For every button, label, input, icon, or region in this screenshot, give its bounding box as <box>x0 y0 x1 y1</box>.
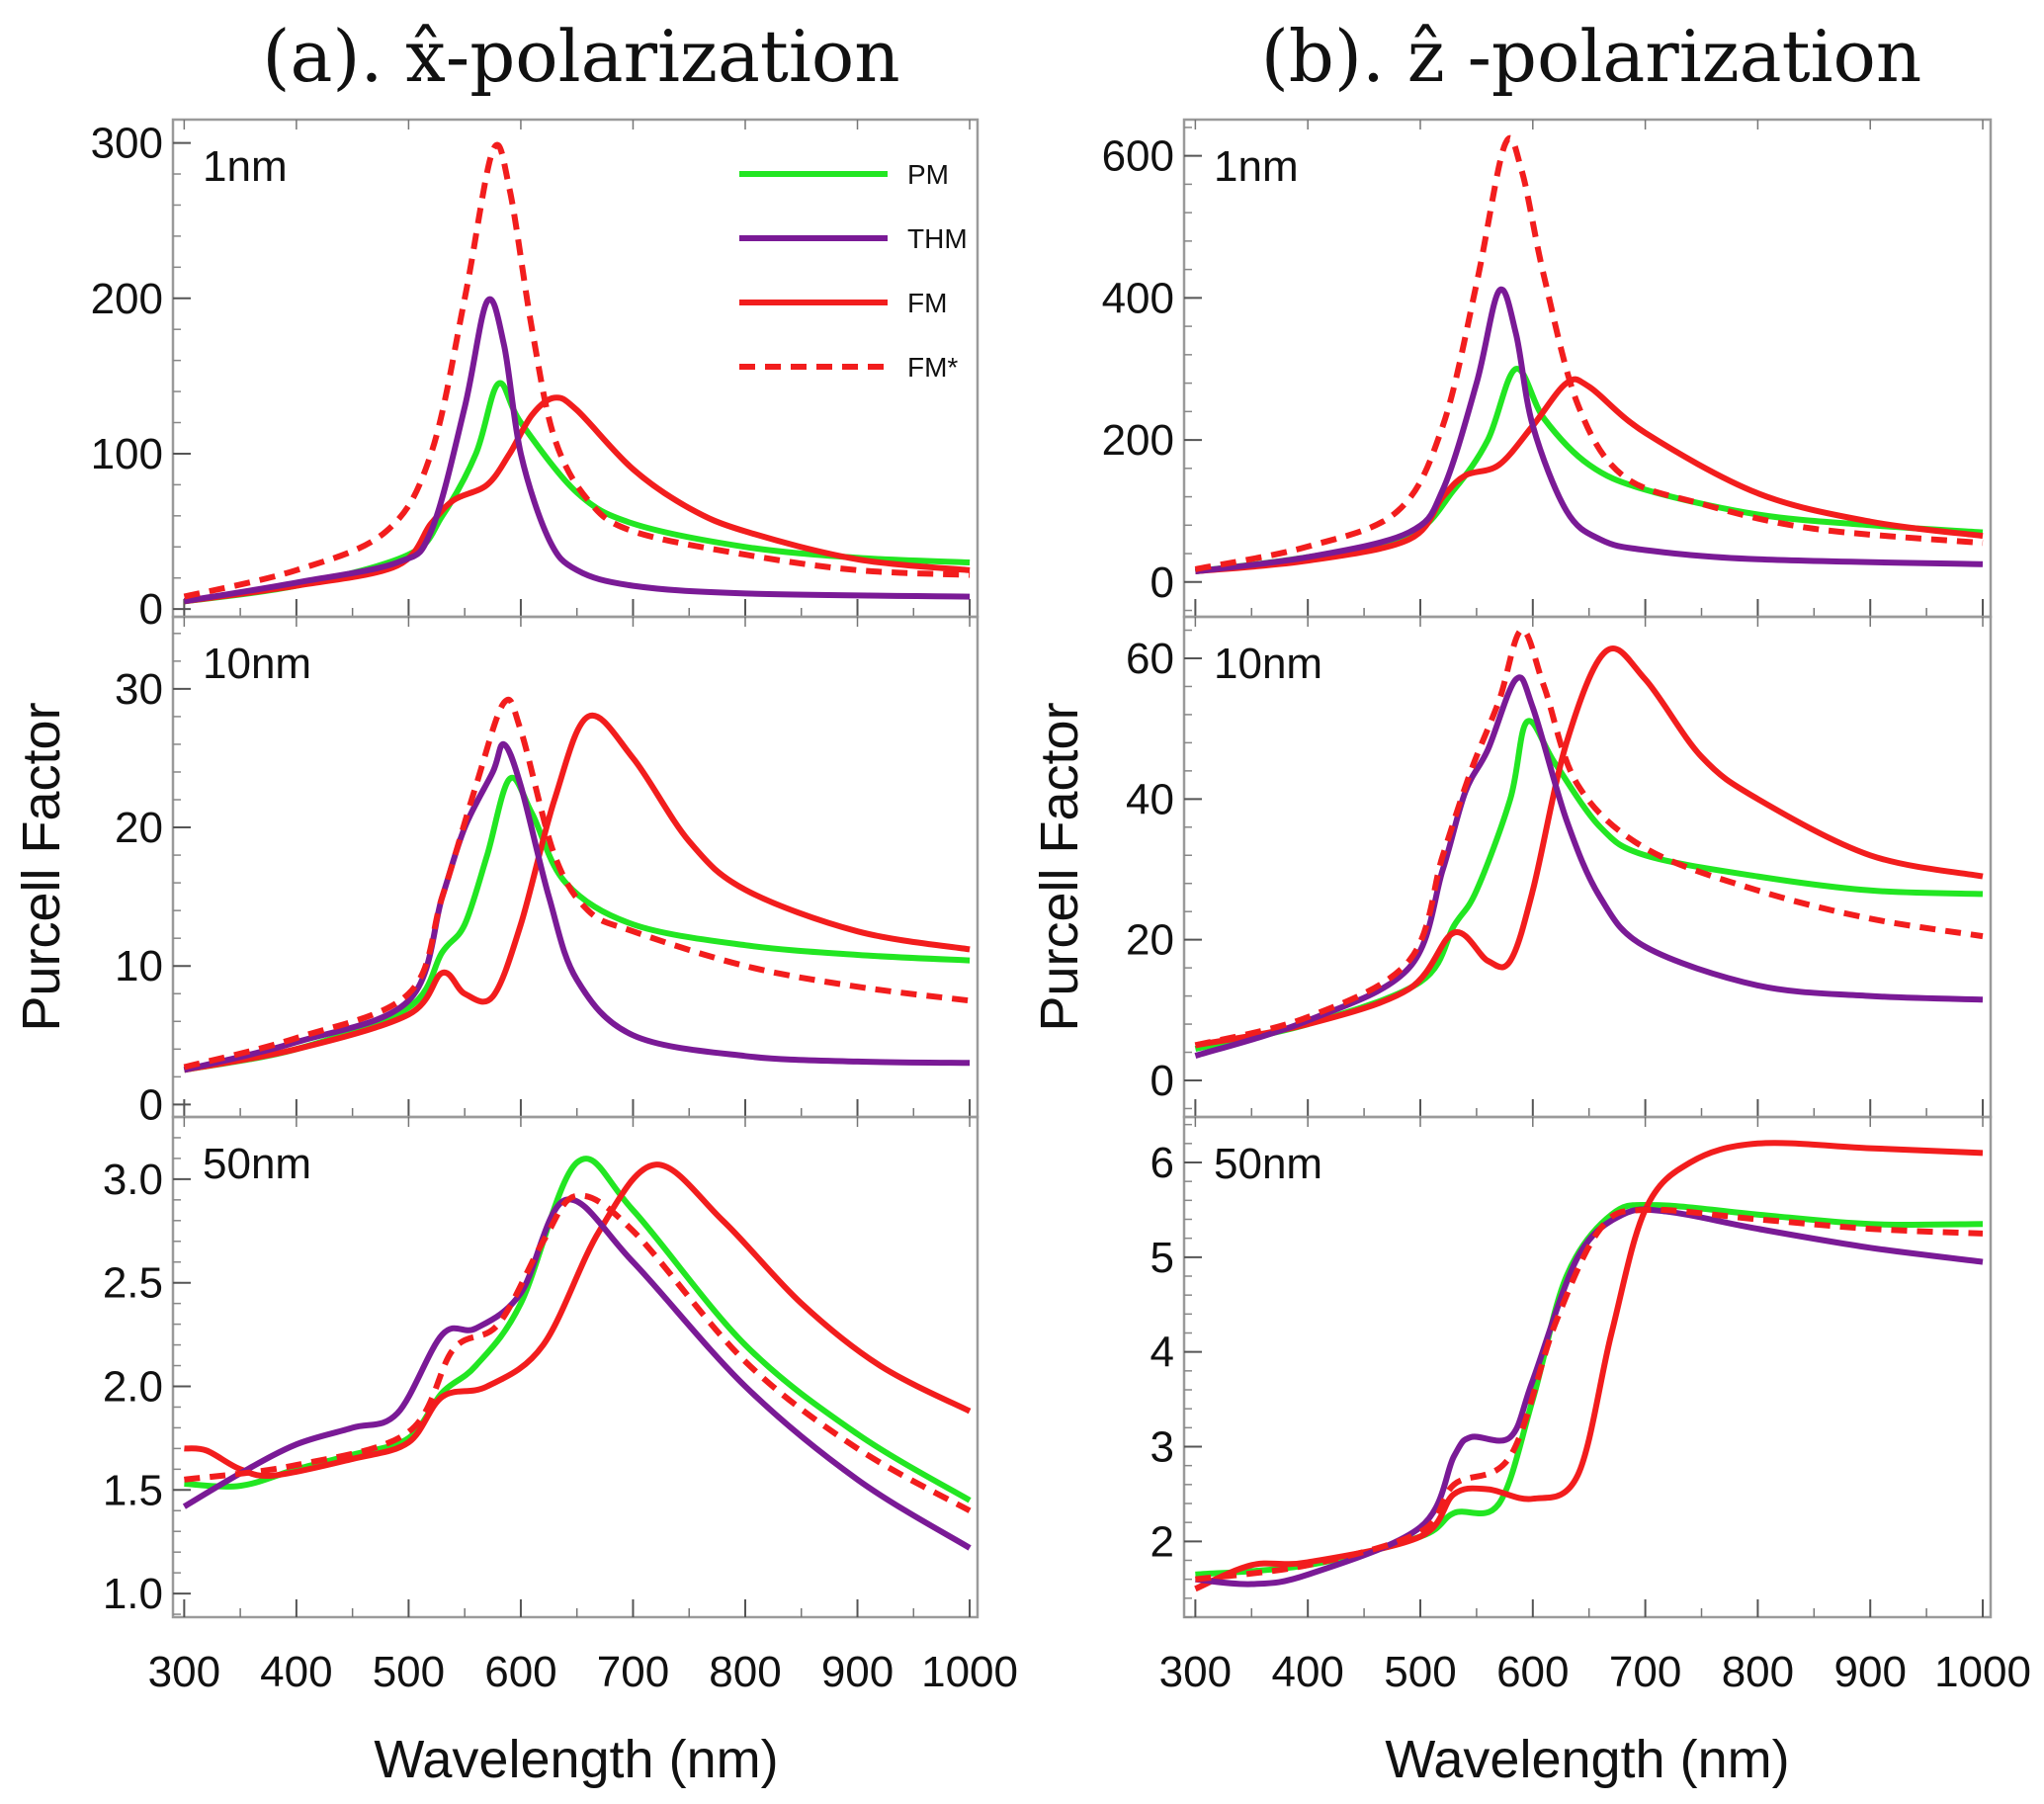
panel-label: 1nm <box>1214 142 1299 191</box>
panel-a-50nm: 300 400 500 600 700 800 900 1000 1.0 1.5 2.0 2.5 3.0… <box>103 1115 1018 1696</box>
x-tick-label: 600 <box>1496 1648 1569 1696</box>
series-thm <box>183 740 971 1074</box>
y-axis-label-a: Purcell Factor <box>12 702 71 1031</box>
series-thm <box>182 1196 972 1551</box>
panel-a-10nm: 0 10 20 30 10nm <box>115 615 979 1129</box>
y-tick-label: 40 <box>1126 775 1174 823</box>
series-fm <box>1194 1140 1984 1592</box>
legend-label: FM <box>907 288 947 318</box>
y-tick-label: 1.5 <box>103 1466 163 1514</box>
panel-label: 10nm <box>1214 640 1322 688</box>
series-fm <box>184 1161 972 1480</box>
x-axis-label-b: Wavelength (nm) <box>1385 1730 1789 1789</box>
y-tick-label: 300 <box>91 120 163 168</box>
y-tick-label: 200 <box>1102 416 1174 465</box>
x-tick-label: 300 <box>1159 1648 1232 1696</box>
series-fm-star <box>183 141 971 600</box>
panel-b-10nm: 0 20 40 60 10nm <box>1126 615 1993 1119</box>
y-tick-label: 0 <box>139 585 163 634</box>
y-tick-label: 200 <box>91 275 163 323</box>
y-tick-label: 600 <box>1102 132 1174 181</box>
y-tick-label: 0 <box>1150 1057 1174 1105</box>
x-tick-label: 500 <box>1384 1648 1456 1696</box>
y-tick-label: 0 <box>1150 558 1174 607</box>
series-thm <box>1195 286 1984 574</box>
legend-label: PM <box>907 159 949 190</box>
y-tick-label: 6 <box>1150 1139 1174 1187</box>
series-thm <box>183 296 971 605</box>
y-tick-label: 3.0 <box>103 1156 163 1204</box>
panel-a-1nm: 0 100 200 300 1nm <box>91 118 979 634</box>
y-axis-label-b: Purcell Factor <box>1030 702 1089 1031</box>
series-pm <box>1195 366 1984 574</box>
x-tick-label: 700 <box>597 1648 669 1696</box>
curves <box>183 141 971 605</box>
series-fm-star <box>1194 627 1984 1049</box>
x-tick-label: 800 <box>1722 1648 1794 1696</box>
y-tick-label: 10 <box>115 942 163 990</box>
series-pm <box>1195 1201 1984 1578</box>
y-tick-label: 2.0 <box>103 1362 163 1411</box>
legend: PM THM FM FM* <box>739 159 968 383</box>
curves <box>1194 134 1984 574</box>
x-tick-label: 400 <box>1271 1648 1343 1696</box>
panel-b-50nm: 300 400 500 600 700 800 900 1000 2 3 4 5 6 50nm <box>1150 1115 2031 1696</box>
column-a-title: (a). x̂-polarization <box>262 15 899 98</box>
y-tick-label: 20 <box>115 804 163 852</box>
panel-frame <box>171 1115 979 1619</box>
y-tick-label: 20 <box>1126 916 1174 965</box>
panel-frame <box>1182 1115 1993 1619</box>
panel-label: 50nm <box>1214 1140 1322 1188</box>
series-pm <box>1194 718 1984 1052</box>
series-fm-star <box>183 696 971 1071</box>
curves <box>182 1156 972 1551</box>
series-pm <box>184 1156 972 1503</box>
y-tick-label: 2.5 <box>103 1259 163 1308</box>
x-tick-label: 900 <box>821 1648 894 1696</box>
column-b-title: (b). ẑ -polarization <box>1261 15 1922 98</box>
curves <box>183 696 971 1074</box>
series-fm <box>1194 645 1984 1049</box>
panel-frame <box>1182 118 1993 619</box>
legend-label: THM <box>907 223 968 254</box>
series-pm <box>183 774 971 1074</box>
x-tick-label: 1000 <box>1934 1648 2031 1696</box>
y-tick-label: 4 <box>1150 1329 1174 1377</box>
panel-label: 50nm <box>203 1140 311 1188</box>
series-fm-star <box>184 1192 972 1513</box>
panel-label: 1nm <box>203 142 288 191</box>
y-tick-label: 1.0 <box>103 1570 163 1618</box>
x-axis-label-a: Wavelength (nm) <box>374 1730 778 1789</box>
y-tick-label: 2 <box>1150 1517 1174 1566</box>
y-tick-label: 0 <box>139 1080 163 1129</box>
y-tick-label: 3 <box>1150 1423 1174 1472</box>
x-tick-label: 900 <box>1834 1648 1907 1696</box>
y-tick-label: 100 <box>91 430 163 478</box>
x-tick-label: 700 <box>1609 1648 1681 1696</box>
y-tick-label: 5 <box>1150 1234 1174 1282</box>
series-fm-star <box>1194 134 1984 572</box>
x-tick-label: 800 <box>709 1648 781 1696</box>
series-thm <box>1195 1206 1984 1588</box>
series-fm-star <box>1195 1206 1984 1583</box>
x-tick-label: 600 <box>484 1648 556 1696</box>
curves <box>1194 627 1984 1059</box>
curves <box>1194 1140 1984 1592</box>
x-tick-label: 500 <box>373 1648 445 1696</box>
y-tick-label: 30 <box>115 665 163 714</box>
x-tick-label: 300 <box>148 1648 220 1696</box>
x-tick-label: 400 <box>260 1648 332 1696</box>
panel-label: 10nm <box>203 640 311 688</box>
y-tick-label: 60 <box>1126 635 1174 683</box>
legend-label: FM* <box>907 352 958 383</box>
x-tick-label: 1000 <box>921 1648 1018 1696</box>
series-fm <box>1195 376 1984 574</box>
panel-b-1nm: 0 200 400 600 1nm <box>1102 118 1993 619</box>
series-thm <box>1194 674 1984 1059</box>
y-tick-label: 400 <box>1102 274 1174 322</box>
